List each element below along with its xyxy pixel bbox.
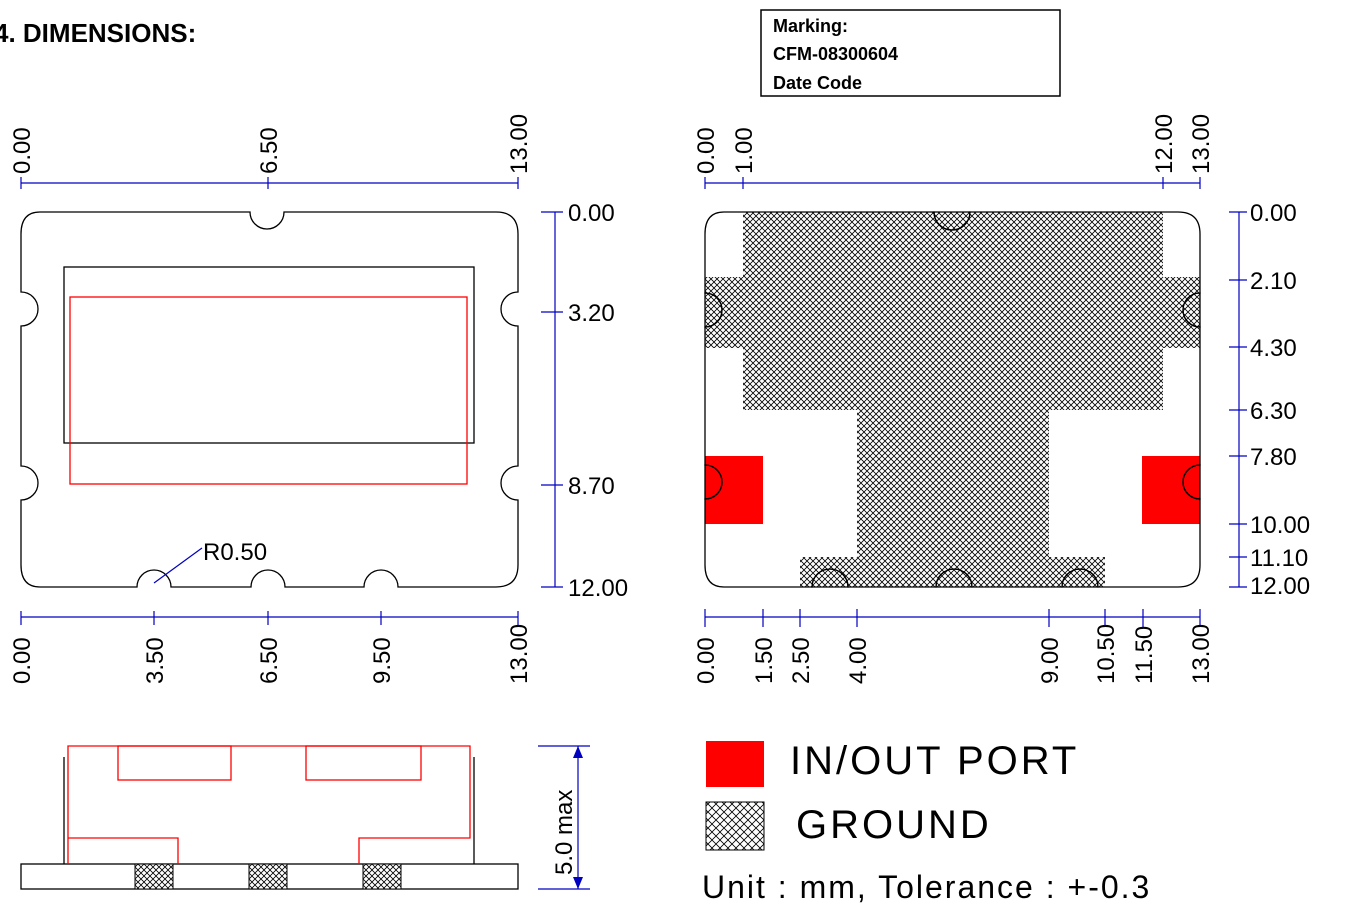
marking-part-number: CFM-08300604 bbox=[773, 44, 898, 64]
tick-label: 0.00 bbox=[1250, 200, 1297, 227]
tick-label: 0.00 bbox=[693, 637, 720, 684]
tick-label: 2.50 bbox=[788, 637, 815, 684]
tick-label: 1.00 bbox=[731, 127, 758, 174]
tick-label: 8.70 bbox=[568, 473, 615, 500]
side-view: 5.0 max bbox=[20, 745, 590, 890]
tick-label: 0.00 bbox=[9, 127, 36, 174]
tick-label: 13.00 bbox=[1188, 624, 1215, 684]
tick-label: 3.20 bbox=[568, 300, 615, 327]
tick-label: 12.00 bbox=[1250, 573, 1310, 600]
out-port-pad bbox=[1142, 456, 1200, 524]
top-view-outline bbox=[20, 211, 519, 588]
top-view-bottom-axis: 0.00 3.50 6.50 9.50 13.00 bbox=[9, 611, 533, 684]
bottom-view-top-axis: 0.00 1.00 12.00 13.00 bbox=[693, 114, 1215, 189]
side-pad bbox=[362, 863, 402, 890]
tick-label: 6.50 bbox=[256, 637, 283, 684]
tick-label: 1.50 bbox=[751, 637, 778, 684]
tick-label: 0.00 bbox=[568, 200, 615, 227]
unit-tolerance: Unit : mm, Tolerance : +-0.3 bbox=[702, 869, 1151, 905]
tick-label: 10.50 bbox=[1093, 624, 1120, 684]
tick-label: 12.00 bbox=[568, 575, 628, 602]
side-view-body bbox=[67, 745, 471, 864]
page-heading: 4. DIMENSIONS: bbox=[0, 18, 196, 48]
bottom-view: 0.00 1.00 12.00 13.00 0.00 2.10 4.30 6.3… bbox=[693, 114, 1310, 684]
marking-date-code: Date Code bbox=[773, 73, 862, 93]
side-pad bbox=[134, 863, 174, 890]
top-view: 0.00 6.50 13.00 0.00 3.20 8.70 12.00 R0.… bbox=[9, 114, 628, 684]
legend-port-label: IN/OUT PORT bbox=[790, 739, 1079, 783]
height-label: 5.0 max bbox=[551, 790, 578, 875]
tick-label: 0.00 bbox=[693, 127, 720, 174]
tick-label: 3.50 bbox=[142, 637, 169, 684]
tick-label: 6.30 bbox=[1250, 398, 1297, 425]
tick-label: 4.00 bbox=[845, 637, 872, 684]
side-pad bbox=[248, 863, 288, 890]
tick-label: 9.50 bbox=[369, 637, 396, 684]
legend-ground-label: GROUND bbox=[796, 803, 992, 847]
side-view-cap bbox=[117, 745, 232, 781]
top-view-die bbox=[69, 296, 468, 485]
side-view-cap bbox=[305, 745, 422, 781]
top-view-right-axis: 0.00 3.20 8.70 12.00 bbox=[541, 200, 628, 602]
tick-label: 13.00 bbox=[506, 624, 533, 684]
marking-label: Marking: bbox=[773, 16, 848, 36]
tick-label: 2.10 bbox=[1250, 268, 1297, 295]
tick-label: 9.00 bbox=[1037, 637, 1064, 684]
tick-label: 10.00 bbox=[1250, 512, 1310, 539]
legend-port-swatch bbox=[706, 741, 764, 787]
top-view-lid bbox=[63, 266, 475, 444]
tick-label: 13.00 bbox=[1188, 114, 1215, 174]
tick-label: 12.00 bbox=[1151, 114, 1178, 174]
bottom-view-right-axis: 0.00 2.10 4.30 6.30 7.80 10.00 11.10 12.… bbox=[1229, 200, 1310, 600]
in-port-pad bbox=[705, 456, 763, 524]
tick-label: 13.00 bbox=[506, 114, 533, 174]
tick-label: 6.50 bbox=[256, 127, 283, 174]
tick-label: 11.50 bbox=[1131, 626, 1158, 684]
tick-label: 4.30 bbox=[1250, 335, 1297, 362]
legend-ground-swatch bbox=[705, 801, 765, 851]
legend: IN/OUT PORT GROUND Unit : mm, Tolerance … bbox=[702, 739, 1151, 905]
tick-label: 0.00 bbox=[9, 637, 36, 684]
bottom-view-bottom-axis: 0.00 1.50 2.50 4.00 9.00 10.50 11.50 13.… bbox=[693, 609, 1215, 684]
tick-label: 11.10 bbox=[1250, 545, 1308, 572]
radius-label: R0.50 bbox=[203, 539, 267, 566]
top-view-top-axis: 0.00 6.50 13.00 bbox=[9, 114, 533, 189]
marking-box: Marking: CFM-08300604 Date Code bbox=[760, 9, 1061, 97]
ground-pad bbox=[705, 212, 1200, 587]
tick-label: 7.80 bbox=[1250, 444, 1297, 471]
